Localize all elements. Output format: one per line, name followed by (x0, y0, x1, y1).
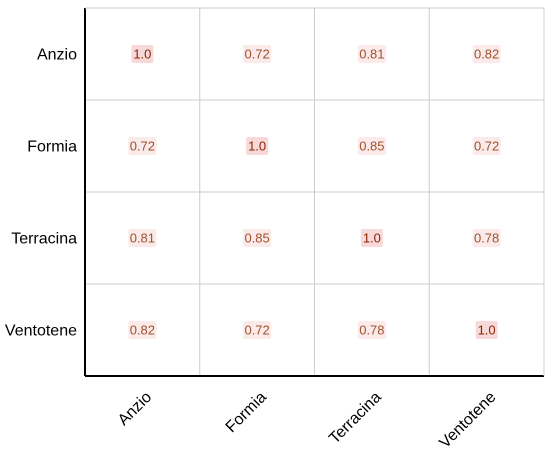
cell-highlight (243, 229, 272, 247)
cell-highlight (472, 229, 501, 247)
cell-highlight (357, 321, 386, 339)
cell-highlight (243, 45, 272, 63)
row-label: Terracina (11, 231, 77, 248)
cell-highlight (360, 229, 383, 247)
row-label: Anzio (37, 47, 77, 64)
cell-highlight (472, 137, 501, 155)
cell-value: 0.72 (244, 47, 269, 62)
cell-value: 0.72 (474, 139, 499, 154)
cell-highlight (128, 137, 157, 155)
column-label: Ventotene (436, 389, 499, 451)
cell-value: 0.81 (359, 47, 384, 62)
cell-value: 1.0 (248, 139, 266, 154)
cell-value: 0.72 (244, 323, 269, 338)
cell-value: 0.85 (244, 231, 269, 246)
cell-value: 0.85 (359, 139, 384, 154)
cell-highlight (128, 229, 157, 247)
cell-value: 0.81 (130, 231, 155, 246)
cell-value: 0.78 (359, 323, 384, 338)
row-label: Ventotene (5, 323, 77, 340)
cell-value: 1.0 (478, 323, 496, 338)
column-label: Terracina (326, 389, 385, 448)
column-label: Anzio (115, 389, 155, 429)
cell-highlight (475, 321, 498, 339)
row-label: Formia (27, 139, 77, 156)
cell-value: 0.82 (130, 323, 155, 338)
cell-highlight (243, 321, 272, 339)
cell-value: 0.82 (474, 47, 499, 62)
cell-highlight (246, 137, 269, 155)
cell-value: 0.78 (474, 231, 499, 246)
cell-value: 0.72 (130, 139, 155, 154)
cell-highlight (131, 45, 154, 63)
cell-value: 1.0 (133, 47, 151, 62)
cell-highlight (128, 321, 157, 339)
cell-highlight (472, 45, 501, 63)
cell-value: 1.0 (363, 231, 381, 246)
cell-highlight (357, 45, 386, 63)
column-label: Formia (223, 389, 270, 436)
cell-highlight (357, 137, 386, 155)
